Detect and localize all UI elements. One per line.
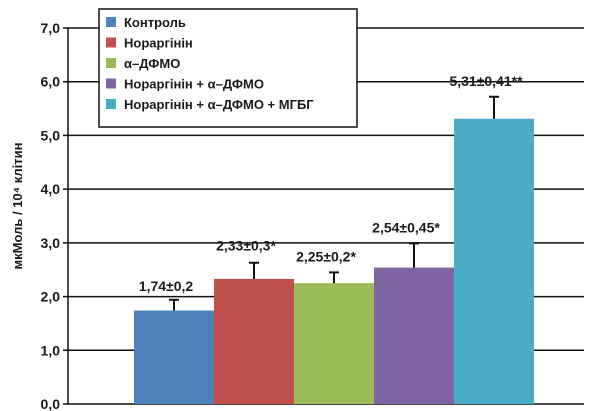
data-label: 2,25±0,2*: [296, 248, 356, 264]
bars: 1,74±0,2 2,33±0,3* 2,25±0,2* 2,54±0,45* 5,31…: [134, 73, 534, 404]
legend-entry: α–ДФМО: [124, 56, 180, 71]
legend-swatch: [106, 17, 116, 27]
legend-entry: Нораргінін: [124, 36, 193, 51]
legend-entry: Нораргінін + α–ДФМО + МГБГ: [124, 97, 314, 112]
legend-swatch: [106, 99, 116, 109]
legend-swatch: [106, 37, 116, 48]
y-tick-label: 7,0: [41, 20, 61, 36]
bar: [294, 283, 374, 404]
y-axis: 0,0 1,0 2,0 3,0 4,0 5,0 6,0 7,0: [41, 20, 69, 411]
y-tick-label: 2,0: [41, 289, 61, 305]
data-label: 5,31±0,41**: [449, 73, 523, 89]
legend-box: [98, 8, 358, 128]
y-tick-label: 4,0: [41, 181, 61, 197]
y-tick-label: 1,0: [41, 342, 61, 358]
legend-entry: Нораргінін + α–ДФМО: [124, 77, 264, 92]
y-axis-label: мкМоль / 10⁴ клітин: [10, 143, 25, 270]
data-label: 2,33±0,3*: [216, 238, 276, 254]
legend-swatch: [106, 58, 116, 68]
bar: [454, 118, 534, 404]
y-tick-label: 5,0: [41, 127, 61, 143]
y-tick-label: 6,0: [41, 74, 61, 90]
bar: [214, 278, 294, 404]
data-label: 2,54±0,45*: [372, 219, 440, 235]
legend: Контроль Нораргінін α–ДФМО Нораргінін + α–Д…: [98, 8, 358, 128]
legend-entry: Контроль: [124, 15, 186, 30]
y-tick-label: 0,0: [41, 396, 61, 411]
data-label: 1,74±0,2: [139, 278, 194, 294]
legend-swatch: [106, 78, 116, 89]
y-tick-label: 3,0: [41, 235, 61, 251]
bar: [374, 267, 454, 404]
bar: [134, 310, 214, 404]
